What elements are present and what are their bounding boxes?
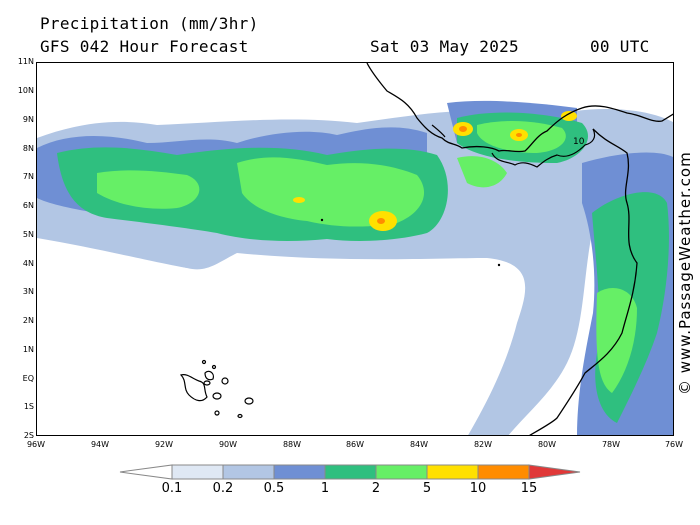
coastline xyxy=(366,63,673,435)
lon-label: 78W xyxy=(601,440,621,449)
lat-label: 2S xyxy=(23,431,34,440)
forecast-label: GFS 042 Hour Forecast xyxy=(40,37,249,56)
lon-label: 90W xyxy=(218,440,238,449)
legend-label: 0.2 xyxy=(212,481,234,496)
legend-swatch xyxy=(477,464,530,480)
legend-colorbar xyxy=(119,464,581,480)
lat-label: 8N xyxy=(22,144,34,153)
lat-label: 11N xyxy=(17,57,34,66)
legend-label: 0.1 xyxy=(161,481,183,496)
lat-label: 10N xyxy=(17,86,34,95)
lon-label: 92W xyxy=(154,440,174,449)
precip-band-15-plus xyxy=(377,126,522,224)
lat-label: 6N xyxy=(22,201,34,210)
lon-label: 80W xyxy=(537,440,557,449)
lat-label: 4N xyxy=(22,259,34,268)
legend-swatch xyxy=(324,464,377,480)
forecast-date: Sat 03 May 2025 xyxy=(370,37,519,56)
lon-label: 86W xyxy=(345,440,365,449)
lon-label: 88W xyxy=(282,440,302,449)
lon-label: 82W xyxy=(473,440,493,449)
lat-label: EQ xyxy=(22,374,34,383)
lat-label: 2N xyxy=(22,316,34,325)
lon-label: 96W xyxy=(26,440,46,449)
map-canvas: 10 xyxy=(37,63,673,435)
map-annotation: 10 xyxy=(573,137,585,147)
legend-swatch xyxy=(528,464,581,480)
legend-label: 1 xyxy=(320,481,330,496)
precipitation-map: 10 xyxy=(36,62,674,436)
lat-label: 1N xyxy=(22,345,34,354)
legend-swatch xyxy=(119,464,173,480)
legend-swatch xyxy=(222,464,275,480)
lat-label: 1S xyxy=(23,402,34,411)
cocos-island xyxy=(320,218,324,222)
legend-swatch xyxy=(273,464,326,480)
lat-label: 5N xyxy=(22,230,34,239)
galapagos-islands xyxy=(179,359,254,419)
lat-label: 3N xyxy=(22,287,34,296)
malpelo-island xyxy=(497,263,501,267)
lat-label: 9N xyxy=(22,115,34,124)
legend-label: 15 xyxy=(520,481,538,496)
legend-swatch xyxy=(375,464,428,480)
legend-swatch xyxy=(426,464,479,480)
nicoya-peninsula xyxy=(431,124,446,138)
lon-label: 84W xyxy=(409,440,429,449)
legend-swatch xyxy=(171,464,224,480)
credit-label: © www.PassageWeather.com xyxy=(676,151,694,395)
legend-label: 10 xyxy=(469,481,487,496)
forecast-time: 00 UTC xyxy=(590,37,650,56)
chart-title: Precipitation (mm/3hr) xyxy=(40,14,259,33)
lon-label: 76W xyxy=(664,440,684,449)
lat-label: 7N xyxy=(22,172,34,181)
lon-label: 94W xyxy=(90,440,110,449)
legend-label: 0.5 xyxy=(263,481,285,496)
legend-label: 5 xyxy=(422,481,432,496)
gulf-coast xyxy=(491,128,596,168)
legend-label: 2 xyxy=(371,481,381,496)
